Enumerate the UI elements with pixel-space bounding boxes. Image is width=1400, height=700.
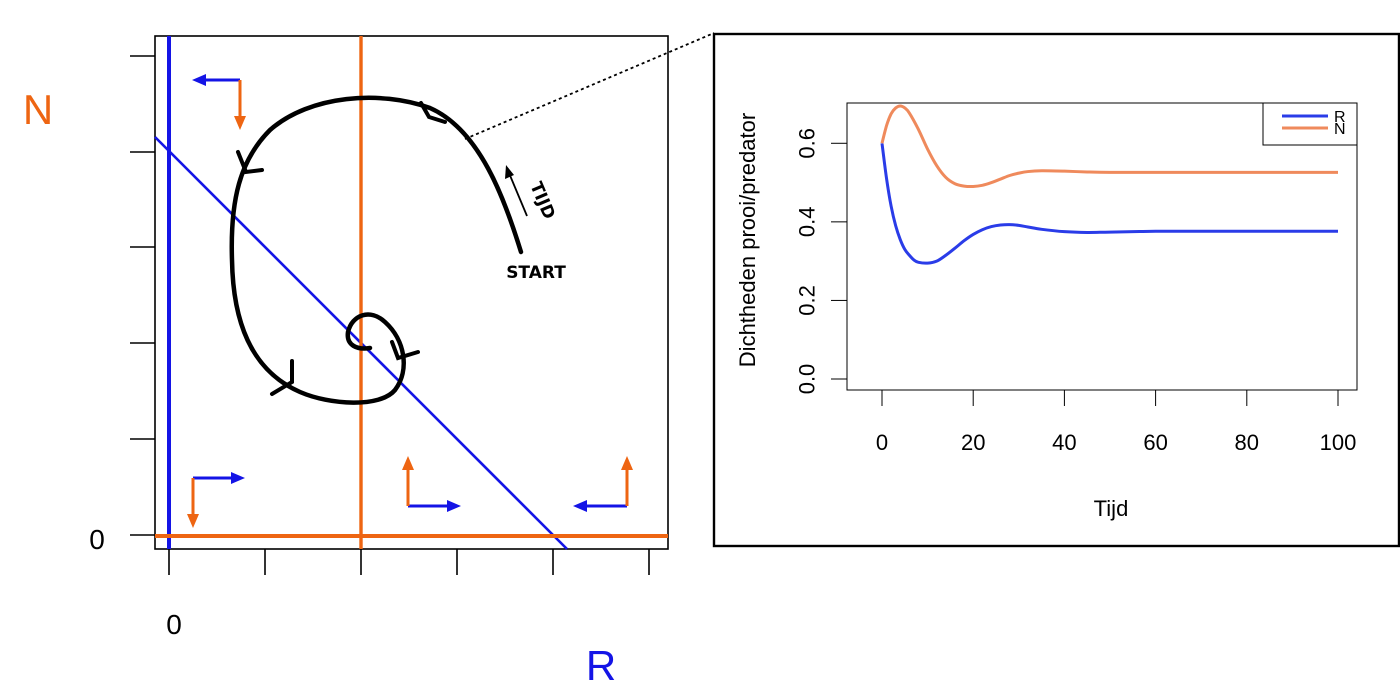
- orange-arrowhead: [402, 456, 414, 470]
- chevron: [419, 101, 447, 124]
- blue-arrowhead: [192, 74, 206, 86]
- start-label: START: [506, 263, 566, 283]
- time-arrow-shaft: [508, 172, 528, 217]
- x-axis-label: Tijd: [1094, 496, 1129, 521]
- legend: R N: [1262, 102, 1358, 146]
- time-label: TIJD: [525, 179, 558, 222]
- series-line-r: [880, 143, 1338, 265]
- y-tick-label: 0.0: [795, 364, 820, 395]
- time-arrow: [505, 165, 528, 217]
- y-tick-label: 0.6: [795, 128, 820, 159]
- blue-arrowhead: [231, 472, 245, 484]
- arrow-pair-bottom-middle: [402, 456, 461, 512]
- phase-plane: TIJD START N R 0 0: [23, 32, 715, 689]
- y-axis-title: N: [23, 86, 53, 133]
- legend-box: [1262, 102, 1358, 146]
- y-axis-label: Dichtheden prooi/predator: [735, 113, 760, 367]
- plot-area-frame: [846, 102, 1358, 391]
- blue-arrowhead: [447, 500, 461, 512]
- arrow-pair-top-left: [192, 74, 246, 130]
- x-tick-label: 80: [1235, 430, 1259, 455]
- legend-label-n: N: [1334, 121, 1346, 138]
- axis-ticks: 0 20 40 60 80 100 0.0 0.2 0.4 0.6: [795, 128, 1357, 455]
- legend-label-r: R: [1334, 109, 1346, 126]
- x-tick-label: 0: [876, 430, 888, 455]
- x-zero-label: 0: [166, 609, 182, 640]
- x-axis-title: R: [586, 642, 616, 689]
- x-tick-label: 20: [961, 430, 985, 455]
- zoom-connector: [464, 32, 715, 140]
- arrow-pair-bottom-left: [187, 472, 245, 528]
- direction-arrows: [187, 74, 633, 528]
- y-tick-label: 0.4: [795, 207, 820, 238]
- time-arrow-head: [505, 165, 514, 179]
- series-line-n: [880, 104, 1338, 189]
- y-axis-ticks: [130, 55, 155, 536]
- orange-arrowhead: [234, 116, 246, 130]
- phase-plane-frame: [154, 35, 669, 550]
- x-tick-label: 100: [1320, 430, 1357, 455]
- x-tick-label: 60: [1143, 430, 1167, 455]
- y-zero-label: 0: [89, 524, 105, 555]
- chevron: [236, 150, 264, 175]
- y-tick-label: 0.2: [795, 285, 820, 316]
- blue-arrowhead: [573, 500, 587, 512]
- trajectory-chevrons: [236, 101, 447, 396]
- series-lines: [880, 104, 1338, 265]
- arrow-pair-bottom-right: [573, 456, 633, 512]
- orange-arrowhead: [621, 456, 633, 470]
- x-axis-ticks: [168, 549, 650, 575]
- time-series-chart: 0 20 40 60 80 100 0.0 0.2 0.4 0.6 R N Tijd Dichth…: [712, 32, 1400, 548]
- x-tick-label: 40: [1052, 430, 1076, 455]
- chevron: [270, 359, 294, 396]
- chevron: [390, 340, 420, 361]
- orange-arrowhead: [187, 514, 199, 528]
